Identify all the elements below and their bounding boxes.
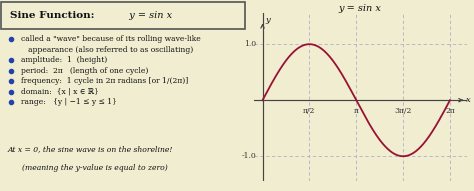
Text: Sine Function:: Sine Function: <box>10 11 94 20</box>
Text: y: y <box>265 16 270 24</box>
Text: π: π <box>354 108 359 116</box>
Text: frequency:  1 cycle in 2π radians [or 1/(2π)]: frequency: 1 cycle in 2π radians [or 1/(… <box>21 77 188 85</box>
Text: amplitude:  1  (height): amplitude: 1 (height) <box>21 56 107 64</box>
Text: -1.0: -1.0 <box>241 152 256 160</box>
Text: range:   {y | −1 ≤ y ≤ 1}: range: {y | −1 ≤ y ≤ 1} <box>21 98 117 106</box>
Text: y = sin x: y = sin x <box>123 11 173 20</box>
Text: 1.0: 1.0 <box>244 40 256 48</box>
Text: called a "wave" because of its rolling wave-like: called a "wave" because of its rolling w… <box>21 35 201 43</box>
Text: domain:  {x | x ∈ ℝ}: domain: {x | x ∈ ℝ} <box>21 88 99 96</box>
Text: At x = 0, the sine wave is on the shoreline!: At x = 0, the sine wave is on the shorel… <box>8 145 173 153</box>
Title: y = sin x: y = sin x <box>339 4 382 13</box>
Text: 2π: 2π <box>445 108 455 116</box>
Text: 3π/2: 3π/2 <box>394 108 412 116</box>
Text: π/2: π/2 <box>303 108 316 116</box>
Text: appearance (also referred to as oscillating): appearance (also referred to as oscillat… <box>21 46 193 54</box>
Text: period:  2π   (length of one cycle): period: 2π (length of one cycle) <box>21 67 148 75</box>
FancyBboxPatch shape <box>1 2 245 29</box>
Text: x: x <box>465 96 470 104</box>
Text: (meaning the y-value is equal to zero): (meaning the y-value is equal to zero) <box>22 164 168 172</box>
